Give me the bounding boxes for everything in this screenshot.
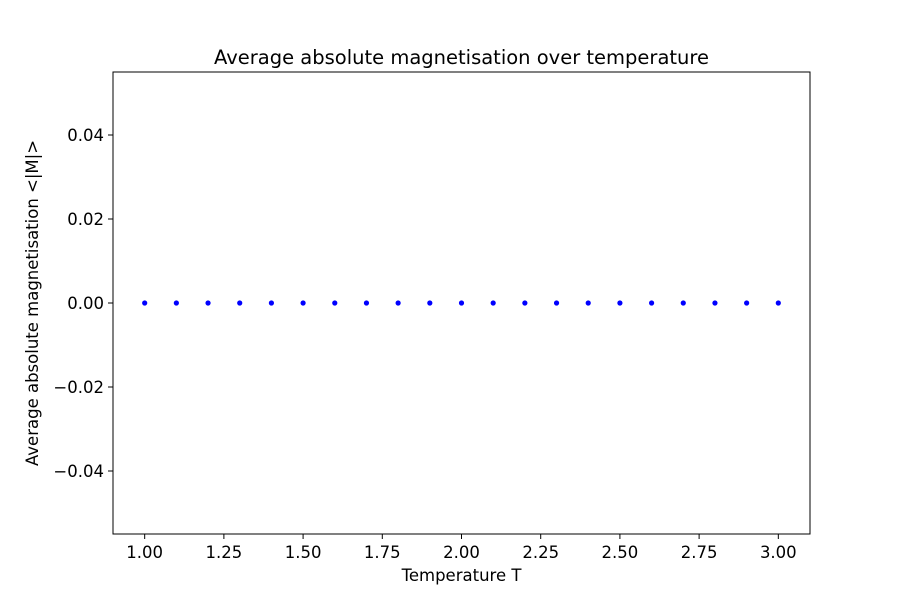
data-point <box>617 300 623 306</box>
y-tick-label: 0.00 <box>67 294 104 313</box>
data-point <box>395 300 401 306</box>
x-tick-label: 2.75 <box>681 543 718 562</box>
data-point <box>332 300 338 306</box>
x-tick-label: 2.00 <box>443 543 480 562</box>
data-point <box>173 300 179 306</box>
data-point <box>237 300 243 306</box>
x-tick-label: 2.50 <box>602 543 639 562</box>
y-axis-label: Average absolute magnetisation <|M|> <box>23 140 42 466</box>
data-point <box>490 300 496 306</box>
data-point <box>427 300 433 306</box>
y-tick-label: −0.04 <box>53 462 104 481</box>
data-point <box>680 300 686 306</box>
data-point <box>268 300 275 306</box>
x-axis-ticks: 1.00 1.25 1.50 1.75 2.00 2.25 2.50 2.75 3.00 <box>126 534 797 562</box>
x-tick-label: 1.50 <box>285 543 322 562</box>
x-tick-label: 1.75 <box>364 543 401 562</box>
data-point <box>300 300 306 306</box>
x-tick-label: 1.25 <box>206 543 243 562</box>
x-tick-label: 1.00 <box>126 543 163 562</box>
data-point <box>553 300 560 306</box>
y-tick-label: −0.02 <box>53 378 104 397</box>
x-tick-label: 3.00 <box>760 543 797 562</box>
data-points <box>142 300 781 306</box>
data-point <box>775 300 781 306</box>
data-point <box>648 300 655 306</box>
data-point <box>712 300 718 306</box>
data-point <box>458 300 465 306</box>
y-axis-ticks: −0.04 −0.02 0.00 0.02 0.04 <box>53 126 113 481</box>
data-point <box>744 300 750 306</box>
data-point <box>142 300 148 306</box>
chart-title: Average absolute magnetisation over temp… <box>214 46 709 69</box>
plot-area-frame <box>112 71 811 535</box>
data-point <box>363 300 370 306</box>
x-tick-label: 2.25 <box>522 543 559 562</box>
y-tick-label: 0.02 <box>67 210 104 229</box>
data-point <box>205 300 211 306</box>
data-point <box>522 300 528 306</box>
x-axis-label: Temperature T <box>401 566 523 585</box>
y-tick-label: 0.04 <box>67 126 104 145</box>
data-point <box>585 300 591 306</box>
